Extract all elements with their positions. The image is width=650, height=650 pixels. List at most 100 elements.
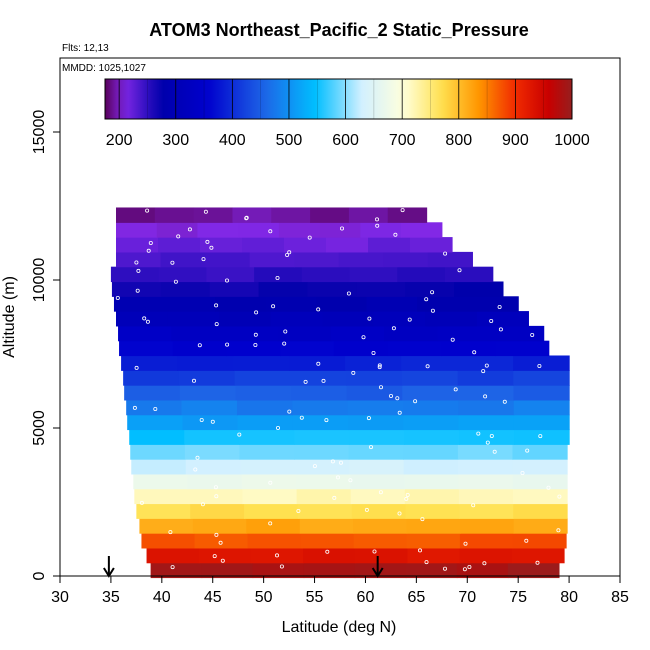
heatmap-cell (402, 385, 459, 401)
heatmap-cell (116, 251, 162, 268)
heatmap-cell (459, 429, 515, 445)
heatmap-cell (197, 222, 239, 238)
heatmap-cell (512, 444, 568, 460)
sample-point (330, 459, 335, 464)
sample-point (197, 343, 202, 348)
heatmap-cell (291, 385, 348, 401)
heatmap-cell (127, 414, 184, 431)
heatmap-cell (303, 562, 356, 579)
sample-point (146, 248, 151, 253)
sample-point (492, 449, 497, 454)
heatmap-cell (457, 444, 514, 460)
sample-point (476, 431, 481, 436)
sample-point (374, 217, 379, 222)
sample-point (407, 317, 412, 322)
heatmap-cell (406, 518, 461, 534)
heatmap-cell (113, 296, 166, 312)
heatmap-cell (119, 340, 174, 357)
heatmap-cell (513, 414, 570, 431)
heatmap-cell (410, 237, 453, 253)
sample-point (368, 445, 373, 450)
heatmap-cell (513, 385, 570, 401)
heatmap-cell (200, 237, 243, 253)
heatmap-cell (459, 503, 514, 519)
colorbar-tick-label: 400 (219, 132, 246, 149)
sample-point (388, 393, 393, 398)
y-axis-label: Altitude (m) (1, 276, 18, 358)
sample-point (253, 332, 258, 337)
sample-point (145, 319, 150, 324)
sample-point (405, 492, 410, 497)
colorbar-tick-label: 700 (389, 132, 416, 149)
heatmap-cell (233, 355, 290, 371)
sample-point (375, 223, 380, 228)
sample-point (489, 318, 494, 323)
heatmap-cell (123, 370, 180, 386)
heatmap-cell (182, 414, 239, 431)
sample-point (170, 565, 175, 570)
heatmap-cell (387, 340, 442, 357)
heatmap-cell (242, 488, 298, 505)
heatmap-cell (507, 562, 560, 579)
heatmap-cell (404, 488, 460, 505)
sample-point (371, 350, 376, 355)
colorbar-tick-label: 300 (162, 132, 189, 149)
sample-point (214, 494, 219, 499)
heatmap-cell (242, 237, 285, 253)
sample-point (372, 549, 377, 554)
heatmap-cell (338, 251, 384, 268)
heatmap-cell (348, 414, 404, 431)
heatmap-cell (178, 370, 236, 386)
sample-point (170, 260, 175, 265)
heatmap-cell (333, 340, 389, 357)
heatmap-cell (116, 207, 156, 223)
sample-point (268, 229, 273, 234)
heatmap-cell (445, 266, 494, 283)
heatmap-cell (406, 533, 461, 549)
sample-point (210, 419, 215, 424)
heatmap-cell (457, 355, 514, 371)
sample-point (268, 480, 273, 485)
heatmap-cell (366, 296, 418, 312)
sample-point (525, 448, 530, 453)
heatmap-cell (403, 399, 459, 416)
heatmap-cell (246, 518, 301, 534)
heatmap-cell (454, 281, 504, 297)
x-tick-label: 65 (407, 589, 425, 606)
sample-point (200, 502, 205, 507)
sample-point (395, 396, 400, 401)
sample-point (275, 275, 280, 280)
x-tick-label: 45 (204, 589, 222, 606)
sample-point (173, 279, 178, 284)
heatmap-cell (401, 222, 443, 238)
sample-point (481, 369, 486, 374)
sample-point (457, 268, 462, 273)
colorbar-tick-label: 600 (332, 132, 359, 149)
sample-point (332, 495, 337, 500)
sample-point (417, 548, 422, 553)
heatmap-cell (252, 562, 305, 579)
sample-point (285, 252, 290, 257)
sample-point (115, 295, 120, 300)
heatmap-cell (284, 237, 327, 253)
sample-point (335, 475, 340, 480)
sample-point (199, 417, 204, 422)
heatmap-cell (139, 518, 194, 534)
heatmap-cell (124, 385, 181, 401)
sample-point (135, 288, 140, 293)
sample-point (214, 322, 219, 327)
sample-point (472, 350, 477, 355)
heatmap-cell (511, 547, 565, 564)
heatmap-cell (404, 473, 460, 490)
heatmap-cell (177, 355, 234, 371)
heatmap-cell (271, 207, 311, 223)
heatmap-cell (330, 325, 385, 342)
sample-point (218, 540, 223, 545)
sample-point (546, 485, 551, 490)
sample-point (367, 316, 372, 321)
heatmap-cell (134, 488, 190, 505)
sample-point (442, 566, 447, 571)
sample-point (339, 226, 344, 231)
heatmap-cell (239, 429, 295, 445)
